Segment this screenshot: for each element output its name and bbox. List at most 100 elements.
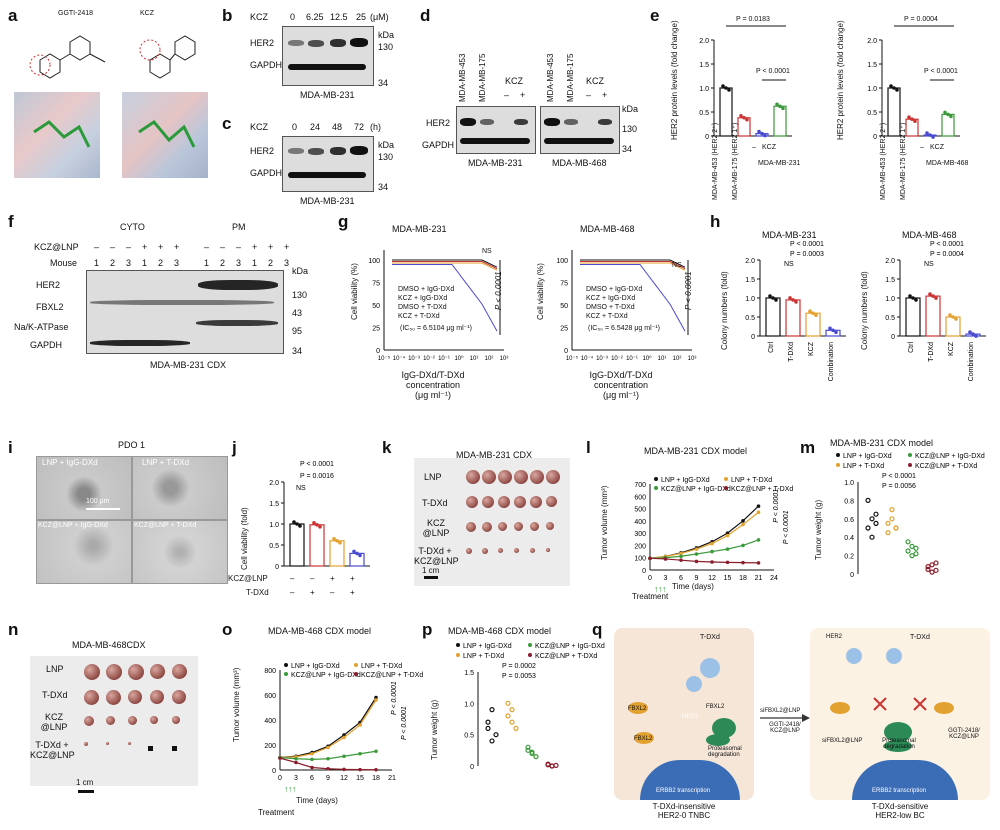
o-point: [342, 733, 346, 737]
tumor: [498, 496, 510, 508]
h-right-pval: NS: [924, 261, 934, 268]
g-left-y-tick-label: 0: [376, 348, 380, 355]
j-bar: [289, 523, 305, 567]
p-point: [489, 738, 495, 744]
f-row: Na/K-ATPase: [14, 322, 69, 332]
q-caption: T-DXd-sensitive HER2-low BC: [871, 802, 929, 820]
g-legend-item: KCZ + T-DXd: [398, 313, 440, 320]
e-ylabel-left: HER2 protein levels (fold change): [670, 20, 679, 140]
j-row: KCZ@LNP: [228, 574, 268, 583]
o-x-tick-label: 15: [356, 775, 364, 782]
o-x-tick-label: 12: [340, 775, 348, 782]
j-sign: –: [330, 588, 335, 597]
h-title: MDA-MB-231: [762, 230, 817, 240]
l-series-line: [649, 557, 759, 564]
j-pval: NS: [296, 485, 306, 492]
m-legend-marker: [908, 453, 912, 457]
h-right-dot: [908, 294, 912, 298]
m-point: [889, 506, 895, 513]
o-point: [310, 757, 314, 762]
e-right-y-tick-label: 0: [873, 134, 877, 141]
panel-letter-k: k: [382, 438, 392, 457]
ligand-sticks: [33, 120, 196, 148]
m-point: [909, 543, 915, 550]
h-ylabel: Colony numbers (fold): [720, 271, 729, 350]
l-point: [679, 558, 683, 562]
organoid-image: [132, 456, 228, 520]
g-legend-item: KCZ + IgG-DXd: [586, 295, 636, 302]
f-sign: –: [236, 242, 242, 252]
tumor: [482, 522, 492, 532]
tumor: [514, 548, 519, 553]
o-y-tick-label: 600: [264, 693, 276, 700]
m-y-tick-label: 0.6: [844, 517, 854, 524]
m-legend-label: LNP + T-DXd: [843, 463, 884, 470]
blot-band: [288, 40, 304, 46]
g-ic50: (IC₅₀ = 6.5104 μg ml⁻¹): [400, 325, 473, 332]
q-text: FBXL2: [634, 736, 653, 742]
l-x-tick-label: 15: [724, 575, 732, 582]
j-sign: –: [310, 574, 315, 583]
j-sign: +: [330, 574, 335, 583]
l-title: MDA-MB-231 CDX model: [644, 446, 748, 456]
m-pval: P = 0.0056: [882, 483, 916, 490]
p-y-tick-label: 1.5: [464, 670, 474, 677]
g-xlabel: IgG-DXd/T-DXd concentration (μg ml⁻¹): [589, 370, 653, 400]
l-legend-label: LNP + T-DXd: [731, 477, 772, 484]
m-chart: 0 0.2 0.4 0.6 0.8 1.0 LNP + IgG-DXd KCZ@LNP + I…: [836, 453, 985, 579]
c-kda: kDa: [378, 140, 395, 150]
h-right-dot: [951, 315, 955, 319]
l-point: [741, 560, 745, 565]
g-legend-item: DMSO + T-DXd: [398, 304, 447, 311]
c-cell: MDA-MB-231: [300, 196, 355, 206]
l-y-tick-label: 600: [634, 494, 646, 501]
m-y-tick-label: 0.8: [844, 498, 854, 505]
g-left-y-tick-label: 75: [372, 281, 380, 288]
o-point: [374, 767, 378, 772]
e-cat: MDA-MB-175 (HER2 1⁺): [732, 122, 739, 200]
e-left-dot: [763, 133, 767, 138]
g-p: P < 0.0001: [494, 271, 503, 310]
h-right-dot: [914, 298, 918, 302]
o-legend-label: LNP + T-DXd: [361, 663, 402, 670]
f-mouse-num: 2: [110, 258, 116, 268]
h-right-y-tick-label: 1.5: [885, 277, 895, 284]
j-sign: +: [350, 574, 355, 583]
e-left-dot: [781, 106, 785, 111]
e-cell: MDA-MB-231: [758, 160, 801, 167]
scale-bar: [424, 576, 438, 579]
f-mouse-num: 1: [252, 258, 258, 268]
c-row: HER2: [250, 146, 275, 156]
g-right-x-tick-label: 10⁻²: [611, 356, 623, 362]
tumor: [106, 664, 122, 680]
f-mouse-num: 2: [268, 258, 274, 268]
e-right-dot: [892, 86, 896, 90]
tumor: [546, 522, 554, 530]
f-group: PM: [232, 222, 246, 232]
p-point: [525, 747, 531, 753]
tumor: [466, 470, 480, 484]
j-dot: [318, 525, 322, 529]
g-left-x-tick-label: 10⁻³: [408, 356, 420, 362]
o-point: [374, 695, 378, 700]
l-y-tick-label: 700: [634, 482, 646, 489]
c-time: 0: [292, 122, 298, 132]
e-cat: MDA-MB-453 (HER2 2⁺): [880, 122, 887, 200]
m-point: [909, 552, 915, 559]
l-treatment-arrow: ↑: [658, 584, 663, 594]
k-row: T-DXd: [422, 498, 448, 508]
q-text: GGTI-2418/ KCZ@LNP: [948, 728, 980, 740]
panel-letter-a: a: [8, 6, 18, 25]
docking-image-left: [14, 92, 100, 178]
f-mouse-num: 1: [94, 258, 100, 268]
f-mouse-num: 2: [220, 258, 226, 268]
tumor: [150, 664, 165, 679]
blot-band: [330, 39, 346, 47]
g-right-series: [580, 264, 686, 332]
b-dose: 25: [356, 12, 367, 22]
f-kda: 34: [292, 346, 303, 356]
e-right-y-tick-label: 1.5: [867, 62, 877, 69]
blot-band: [90, 300, 274, 305]
h-left-dot: [831, 328, 835, 333]
h-right-dot: [968, 330, 972, 334]
